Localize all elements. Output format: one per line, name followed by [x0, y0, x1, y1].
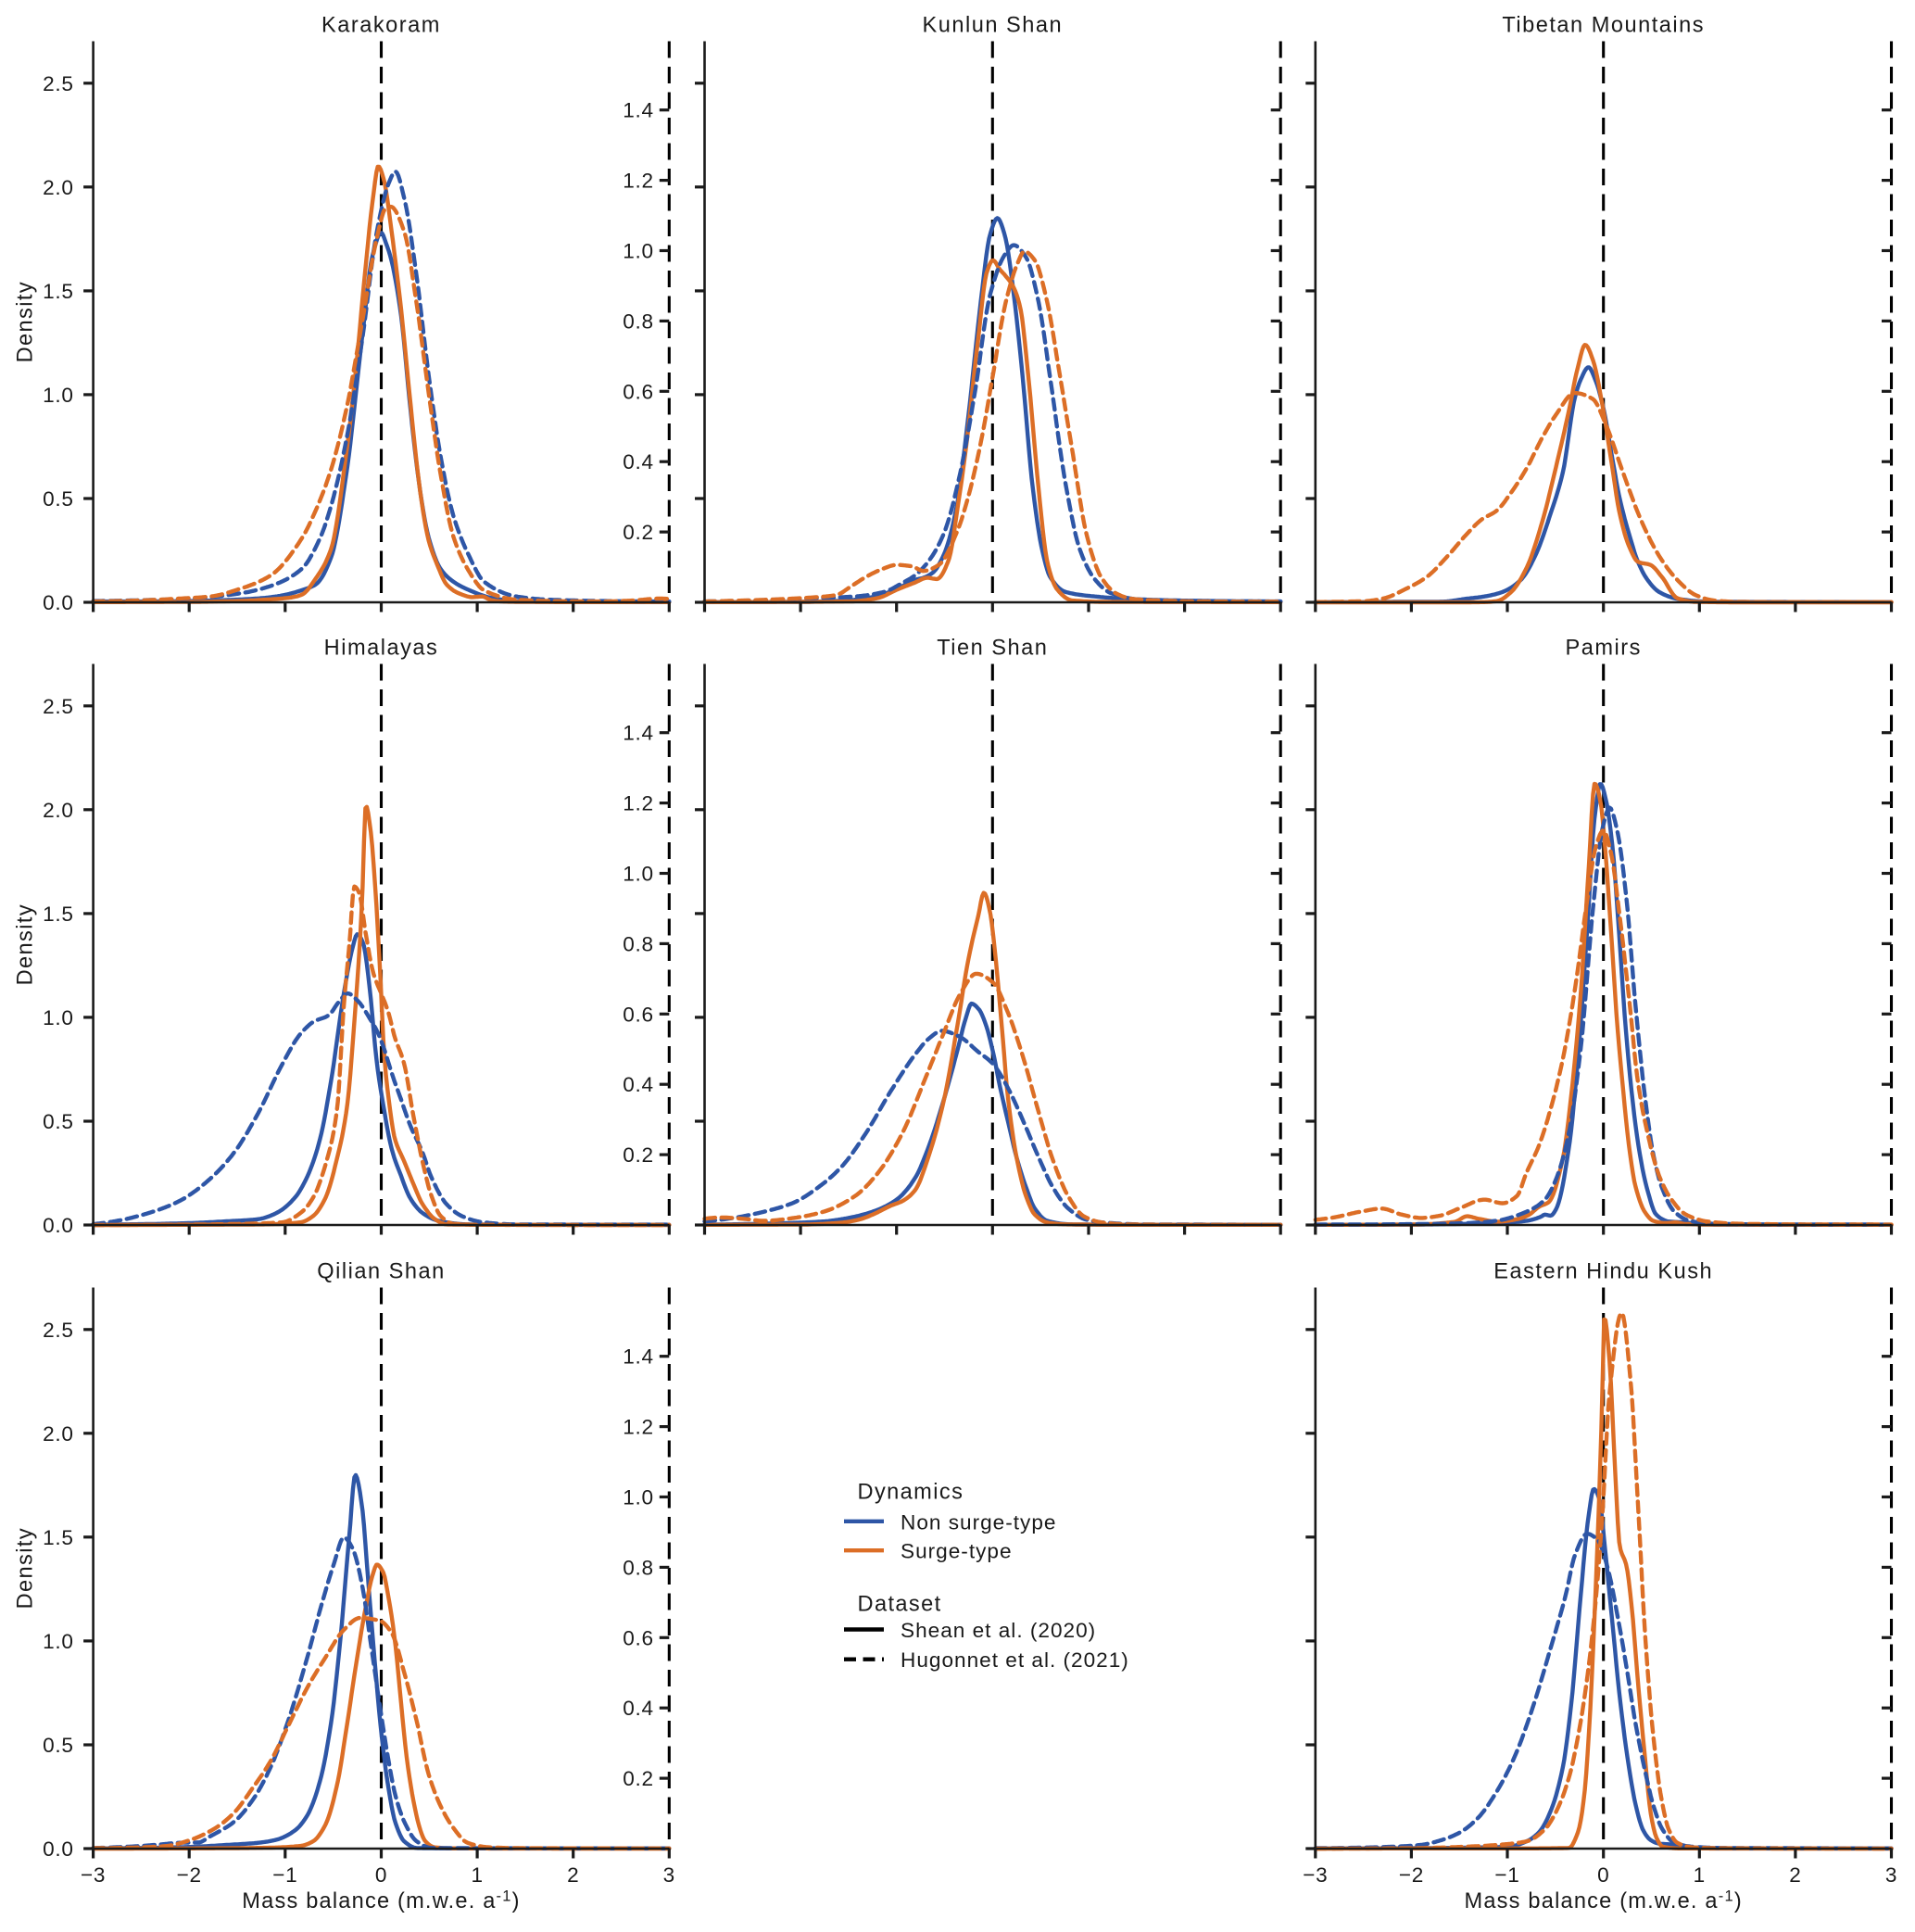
svg-text:0.5: 0.5: [43, 1110, 74, 1133]
svg-text:0.4: 0.4: [623, 450, 654, 474]
svg-text:0.6: 0.6: [623, 380, 654, 403]
svg-text:0.2: 0.2: [623, 1767, 654, 1790]
svg-text:Qilian Shan: Qilian Shan: [317, 1260, 445, 1284]
svg-text:1.0: 1.0: [623, 1486, 654, 1509]
svg-text:1.2: 1.2: [623, 170, 654, 193]
svg-text:0: 0: [375, 1863, 387, 1887]
svg-text:Hugonnet et al. (2021): Hugonnet et al. (2021): [901, 1648, 1129, 1672]
svg-text:−2: −2: [1399, 1863, 1424, 1887]
svg-text:1: 1: [471, 1863, 483, 1887]
svg-text:0.4: 0.4: [623, 1073, 654, 1096]
svg-text:1.0: 1.0: [623, 863, 654, 886]
svg-text:−1: −1: [1494, 1863, 1519, 1887]
svg-text:2.0: 2.0: [43, 1422, 74, 1446]
svg-text:Density: Density: [14, 903, 38, 985]
svg-text:Density: Density: [14, 281, 38, 362]
svg-text:1.2: 1.2: [623, 792, 654, 815]
svg-text:Shean et al. (2020): Shean et al. (2020): [901, 1619, 1096, 1642]
svg-text:Dynamics: Dynamics: [858, 1481, 964, 1505]
svg-text:Karakoram: Karakoram: [321, 14, 441, 38]
svg-text:0.6: 0.6: [623, 1003, 654, 1026]
svg-text:−1: −1: [272, 1863, 297, 1887]
svg-text:0.2: 0.2: [623, 1143, 654, 1167]
svg-text:0.5: 0.5: [43, 487, 74, 511]
svg-text:0.8: 0.8: [623, 932, 654, 955]
svg-text:2.0: 2.0: [43, 176, 74, 199]
svg-text:Tibetan Mountains: Tibetan Mountains: [1502, 14, 1705, 38]
svg-text:0.0: 0.0: [43, 1837, 74, 1861]
svg-text:Eastern Hindu Kush: Eastern Hindu Kush: [1493, 1260, 1713, 1284]
svg-text:Dataset: Dataset: [858, 1593, 942, 1617]
svg-text:Surge-type: Surge-type: [901, 1540, 1013, 1563]
svg-text:1.5: 1.5: [43, 1526, 74, 1549]
svg-text:Kunlun Shan: Kunlun Shan: [922, 14, 1063, 38]
svg-text:1.4: 1.4: [623, 722, 654, 745]
svg-text:1.0: 1.0: [43, 1630, 74, 1653]
svg-text:Tien Shan: Tien Shan: [937, 637, 1048, 661]
svg-text:Mass balance (m.w.e. a-1): Mass balance (m.w.e. a-1): [1465, 1888, 1743, 1914]
svg-text:0.8: 0.8: [623, 1556, 654, 1579]
svg-text:1.4: 1.4: [623, 1345, 654, 1369]
svg-text:0.0: 0.0: [43, 591, 74, 614]
svg-text:Himalayas: Himalayas: [324, 637, 439, 661]
svg-text:0.8: 0.8: [623, 309, 654, 333]
svg-text:1: 1: [1694, 1863, 1706, 1887]
svg-text:1.0: 1.0: [43, 1006, 74, 1029]
svg-text:0.0: 0.0: [43, 1214, 74, 1237]
svg-text:0.4: 0.4: [623, 1697, 654, 1720]
svg-text:2: 2: [1789, 1863, 1801, 1887]
svg-text:1.0: 1.0: [623, 240, 654, 263]
svg-text:3: 3: [1885, 1863, 1897, 1887]
svg-text:0.2: 0.2: [623, 521, 654, 544]
svg-text:2.5: 2.5: [43, 1319, 74, 1342]
svg-text:1.5: 1.5: [43, 280, 74, 303]
svg-text:−3: −3: [81, 1863, 106, 1887]
svg-text:0.6: 0.6: [623, 1626, 654, 1649]
svg-text:0: 0: [1597, 1863, 1609, 1887]
svg-text:−2: −2: [177, 1863, 202, 1887]
svg-text:1.0: 1.0: [43, 384, 74, 407]
svg-text:3: 3: [663, 1863, 675, 1887]
svg-text:2.0: 2.0: [43, 799, 74, 822]
svg-text:2.5: 2.5: [43, 72, 74, 95]
svg-text:2.5: 2.5: [43, 695, 74, 718]
svg-text:1.5: 1.5: [43, 903, 74, 926]
svg-text:−3: −3: [1303, 1863, 1328, 1887]
svg-text:0.5: 0.5: [43, 1734, 74, 1757]
svg-text:Mass balance (m.w.e. a-1): Mass balance (m.w.e. a-1): [242, 1888, 520, 1914]
svg-text:Density: Density: [14, 1527, 38, 1609]
svg-text:Non surge-type: Non surge-type: [901, 1510, 1056, 1534]
svg-text:1.2: 1.2: [623, 1416, 654, 1439]
svg-text:1.4: 1.4: [623, 99, 654, 122]
svg-text:2: 2: [567, 1863, 579, 1887]
svg-text:Pamirs: Pamirs: [1565, 637, 1641, 661]
